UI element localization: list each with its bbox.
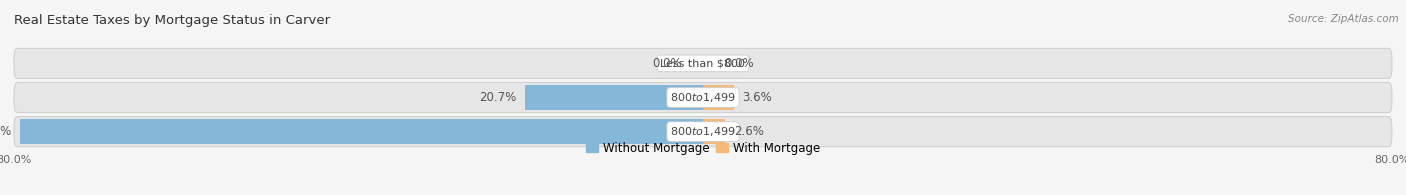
Text: $800 to $1,499: $800 to $1,499 bbox=[671, 91, 735, 104]
Bar bbox=[703, 85, 734, 110]
Text: $800 to $1,499: $800 to $1,499 bbox=[671, 125, 735, 138]
Bar bbox=[20, 119, 703, 144]
Bar bbox=[524, 85, 703, 110]
Text: Real Estate Taxes by Mortgage Status in Carver: Real Estate Taxes by Mortgage Status in … bbox=[14, 14, 330, 27]
FancyBboxPatch shape bbox=[14, 117, 1392, 147]
Bar bbox=[703, 119, 725, 144]
Legend: Without Mortgage, With Mortgage: Without Mortgage, With Mortgage bbox=[586, 142, 820, 155]
FancyBboxPatch shape bbox=[14, 48, 1392, 78]
Text: 0.0%: 0.0% bbox=[724, 57, 754, 70]
Text: 79.3%: 79.3% bbox=[0, 125, 11, 138]
FancyBboxPatch shape bbox=[14, 82, 1392, 113]
Text: Source: ZipAtlas.com: Source: ZipAtlas.com bbox=[1288, 14, 1399, 24]
Text: 0.0%: 0.0% bbox=[652, 57, 682, 70]
Text: Less than $800: Less than $800 bbox=[661, 58, 745, 68]
Text: 2.6%: 2.6% bbox=[734, 125, 763, 138]
Text: 3.6%: 3.6% bbox=[742, 91, 772, 104]
Text: 20.7%: 20.7% bbox=[479, 91, 516, 104]
